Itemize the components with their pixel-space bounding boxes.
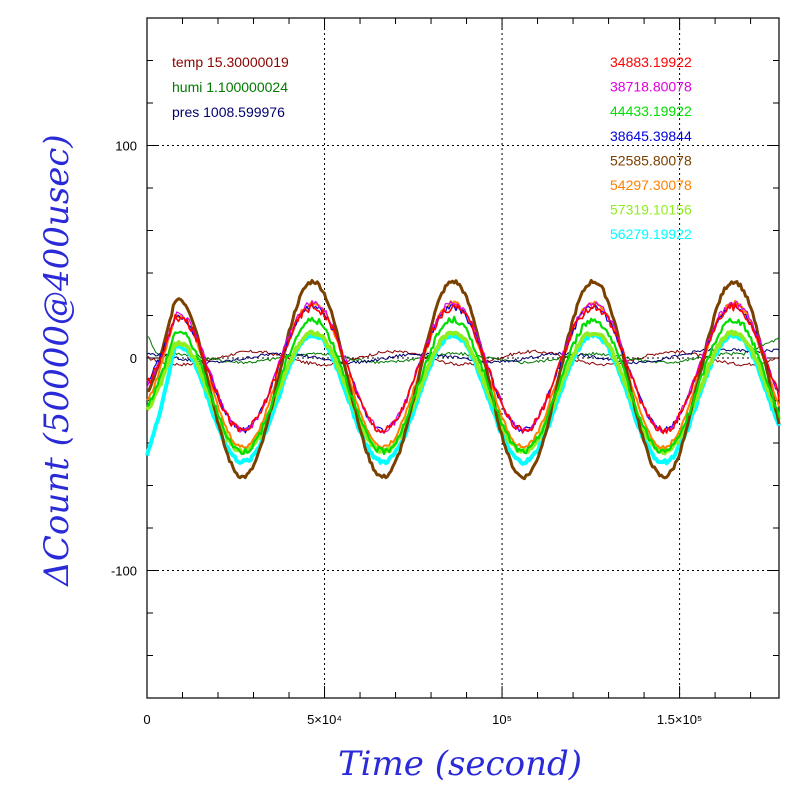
legend-series: 38645.39844 bbox=[610, 128, 692, 144]
env-line-temp bbox=[146, 349, 780, 367]
x-tick-label: 5×10⁴ bbox=[307, 712, 342, 727]
legend-entry-pres: pres 1008.599976 bbox=[172, 104, 285, 120]
legend-series: 54297.30078 bbox=[610, 177, 692, 193]
x-tick-label: 10⁵ bbox=[492, 712, 512, 727]
x-axis-title: Time (second) bbox=[338, 744, 582, 784]
legend: temp 15.30000019 humi 1.100000024 pres 100… bbox=[172, 54, 692, 242]
legend-series: 57319.10156 bbox=[610, 202, 692, 218]
y-tick-label: 100 bbox=[115, 139, 137, 154]
series-line-44433.19922 bbox=[146, 315, 781, 456]
minor-ticks bbox=[146, 17, 779, 699]
env-line-humi bbox=[146, 335, 780, 365]
env-line-pres bbox=[146, 348, 780, 365]
series-line-34883.19922 bbox=[146, 302, 780, 435]
legend-series: 56279.19922 bbox=[610, 226, 692, 242]
legend-series: 34883.19922 bbox=[610, 54, 692, 70]
series-line-38718.80078 bbox=[146, 300, 780, 434]
x-tick-label: 1.5×10⁵ bbox=[657, 712, 703, 727]
y-tick-label: -100 bbox=[111, 564, 137, 579]
legend-series: 52585.80078 bbox=[610, 152, 692, 168]
series-lines bbox=[145, 278, 781, 481]
series-line-52585.80078 bbox=[146, 278, 781, 481]
legend-entry-humi: humi 1.100000024 bbox=[172, 79, 288, 95]
legend-series: 38718.80078 bbox=[610, 79, 692, 95]
x-tick-label: 0 bbox=[143, 712, 150, 727]
y-tick-label: 0 bbox=[130, 351, 137, 366]
y-axis-title: ΔCount (50000@400usec) bbox=[37, 134, 77, 587]
legend-entry-temp: temp 15.30000019 bbox=[172, 54, 289, 70]
legend-series: 44433.19922 bbox=[610, 103, 692, 119]
tick-labels: 0 5×10⁴ 10⁵ 1.5×10⁵ 100 0 -100 bbox=[111, 139, 702, 728]
